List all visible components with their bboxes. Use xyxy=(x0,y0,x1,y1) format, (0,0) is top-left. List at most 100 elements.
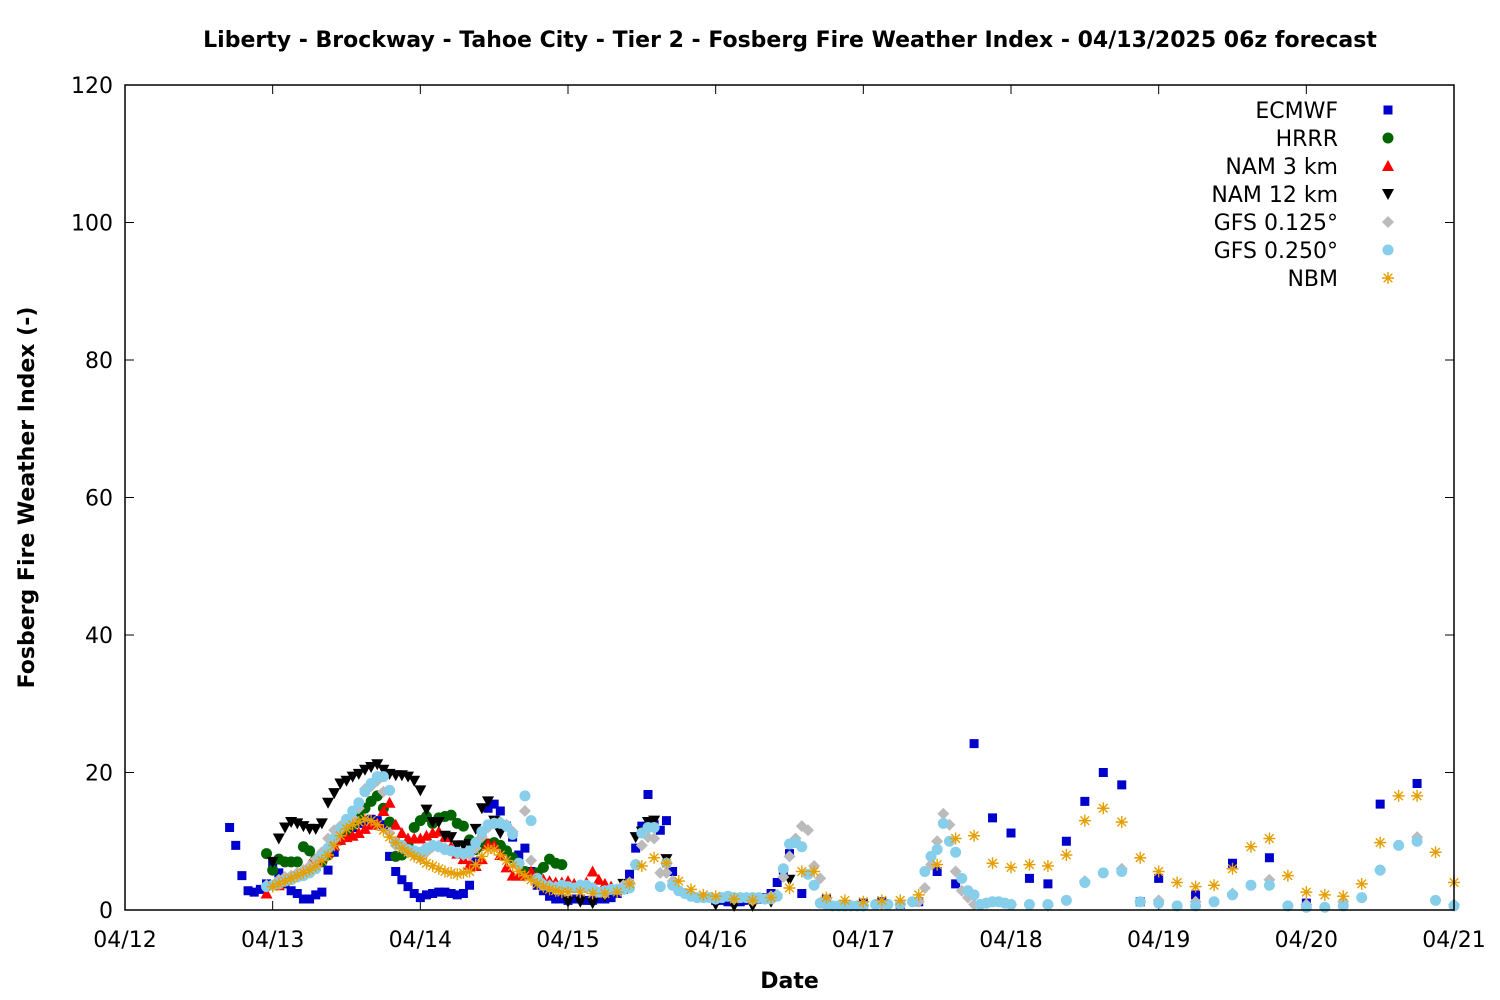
x-tick-label: 04/16 xyxy=(684,928,747,953)
data-point xyxy=(765,891,778,904)
legend-label: NAM 3 km xyxy=(1225,155,1338,180)
data-point xyxy=(594,894,604,904)
data-point xyxy=(1024,873,1034,883)
data-point xyxy=(1041,860,1054,872)
data-point xyxy=(797,889,807,898)
data-point xyxy=(409,889,419,898)
data-point xyxy=(1043,879,1053,889)
data-point xyxy=(249,887,259,897)
legend: ECMWF HRRR NAM 3 km NAM 12 km GFS 0.125° GFS … xyxy=(1211,99,1394,292)
data-point xyxy=(303,864,316,877)
data-point xyxy=(543,883,556,896)
data-point xyxy=(1060,849,1073,861)
data-point xyxy=(531,877,544,890)
data-point xyxy=(255,884,265,894)
data-point xyxy=(1411,835,1423,847)
x-tick-label: 04/12 xyxy=(93,928,156,953)
data-point xyxy=(1337,890,1350,903)
data-point xyxy=(1061,836,1071,846)
data-point xyxy=(537,880,550,893)
data-point xyxy=(1430,894,1442,906)
data-point xyxy=(562,896,574,908)
data-point xyxy=(912,888,925,901)
data-point xyxy=(520,843,530,853)
data-point xyxy=(654,866,667,879)
data-point xyxy=(298,894,308,904)
data-point xyxy=(562,886,574,899)
data-point xyxy=(1264,853,1274,863)
data-point xyxy=(475,803,488,815)
data-point xyxy=(586,898,599,910)
data-point xyxy=(445,832,458,844)
data-point xyxy=(1191,890,1201,900)
data-point xyxy=(420,804,433,816)
data-point xyxy=(438,865,451,878)
data-point xyxy=(1060,894,1072,906)
series-0 xyxy=(225,739,1422,909)
x-tick-label: 04/21 xyxy=(1422,928,1485,953)
data-point xyxy=(1319,901,1331,913)
data-point xyxy=(643,790,653,799)
chart-title: Liberty - Brockway - Tahoe City - Tier 2… xyxy=(203,28,1377,53)
data-point xyxy=(783,882,796,894)
data-point xyxy=(384,784,396,796)
data-point xyxy=(358,822,371,834)
data-point xyxy=(402,846,415,859)
data-point xyxy=(237,871,247,881)
data-point xyxy=(1171,900,1183,912)
data-point xyxy=(1392,789,1405,802)
data-point xyxy=(937,817,949,829)
data-point xyxy=(648,832,661,845)
data-point xyxy=(1429,846,1442,859)
data-point xyxy=(359,786,371,798)
data-point xyxy=(346,818,359,831)
data-point xyxy=(494,849,507,861)
data-point xyxy=(1134,851,1147,864)
data-point xyxy=(464,845,476,857)
data-point xyxy=(469,858,482,871)
legend-marker xyxy=(1382,132,1394,144)
data-point xyxy=(291,869,304,882)
data-point xyxy=(525,815,537,827)
legend-label: NAM 12 km xyxy=(1211,183,1338,208)
data-point xyxy=(592,873,605,885)
data-point xyxy=(586,865,599,877)
data-point xyxy=(777,871,790,883)
data-point xyxy=(297,866,310,879)
data-point xyxy=(1134,896,1146,908)
data-point xyxy=(267,864,279,876)
data-point xyxy=(1117,780,1127,790)
data-point xyxy=(266,856,279,868)
data-point xyxy=(648,822,660,833)
axis-ticks: 04/12 04/13 04/14 04/15 04/16 04/17 04/18 04/19… xyxy=(71,74,1486,953)
data-point xyxy=(408,850,421,863)
data-point xyxy=(340,775,353,787)
data-point xyxy=(377,764,390,776)
y-tick-label: 80 xyxy=(85,349,113,374)
data-point xyxy=(384,816,396,828)
data-point xyxy=(420,857,433,870)
data-point xyxy=(483,803,493,813)
data-point xyxy=(1208,896,1220,908)
data-point xyxy=(1097,867,1109,879)
y-tick-label: 100 xyxy=(71,212,113,237)
legend-label: GFS 0.125° xyxy=(1214,211,1338,236)
data-point xyxy=(519,790,531,802)
data-point xyxy=(415,893,425,903)
x-tick-label: 04/14 xyxy=(389,928,452,953)
data-point xyxy=(317,887,327,897)
x-axis-label: Date xyxy=(760,969,819,994)
data-point xyxy=(457,866,470,879)
data-point xyxy=(383,796,396,808)
legend-marker xyxy=(1382,216,1394,228)
data-point xyxy=(1171,876,1184,889)
y-tick-label: 120 xyxy=(71,74,113,99)
data-point xyxy=(796,841,808,853)
y-axis-label: Fosberg Fire Weather Index (-) xyxy=(15,307,40,689)
data-point xyxy=(371,759,384,771)
data-point xyxy=(385,851,395,861)
data-point xyxy=(728,900,741,912)
y-tick-label: 20 xyxy=(85,762,113,787)
data-point xyxy=(655,825,665,835)
data-point xyxy=(1005,899,1017,910)
